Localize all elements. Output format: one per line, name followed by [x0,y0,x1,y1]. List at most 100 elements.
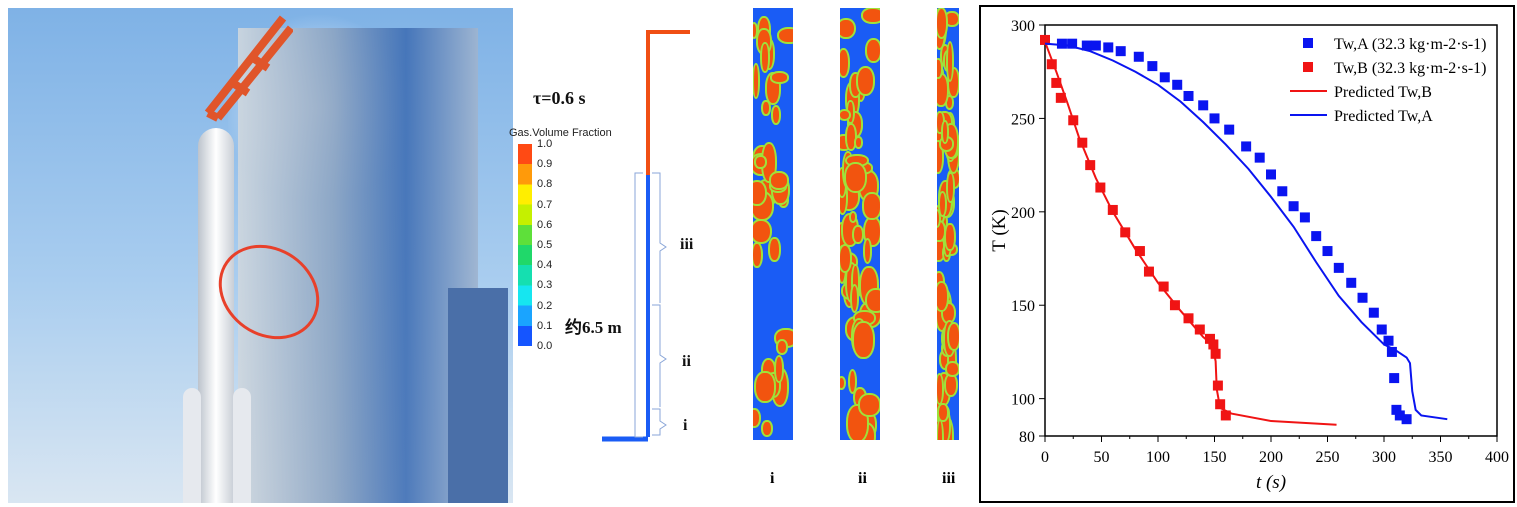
gas-blob [937,299,947,331]
gas-blob [843,214,858,245]
gas-blob [851,285,858,312]
gas-blob [949,343,956,381]
legend-marker-swatch [1303,38,1313,48]
colorbar-title: Gas.Volume Fraction [509,127,612,139]
colorbar-tick: 0.9 [537,158,553,171]
data-point [1254,152,1265,163]
gas-blob [840,378,844,389]
gas-blob [772,107,779,124]
gas-blob [864,240,871,263]
y-axis-label: T (K) [989,209,1010,251]
legend-entry: Tw,A (32.3 kg·m-2·s-1) [1334,36,1486,53]
data-point [1159,72,1170,83]
gas-blob [848,101,853,122]
gas-blob [937,375,943,403]
data-point [1133,51,1144,62]
strip-label-iii: iii [942,470,956,487]
gas-blob [947,42,953,80]
data-point [1056,38,1067,49]
gas-blob [867,39,880,61]
gas-blob [937,272,943,292]
x-tick-label: 100 [1146,449,1170,466]
colorbar-tick: 0.5 [537,239,553,251]
data-point [1172,79,1183,90]
data-point [1322,246,1333,257]
gas-blob [946,224,954,250]
gas-blob [753,23,756,37]
data-point [1208,339,1219,350]
gas-blob [939,404,947,420]
x-tick-label: 300 [1372,449,1396,466]
gas-blob [937,222,944,241]
gas-blob [948,323,959,349]
gas-blob [937,238,945,261]
section-label-ii: ii [682,353,691,370]
gas-blob [764,40,773,68]
tau-label: τ=0.6 s [533,88,586,108]
data-point [1198,100,1209,111]
data-point [1394,410,1405,421]
gas-blob [766,74,779,103]
y-tick-label: 200 [1011,205,1035,222]
data-point [1194,324,1205,335]
section-label-iii: iii [680,236,694,253]
data-point [1368,307,1379,318]
gas-blob [854,227,862,243]
gas-blob [942,303,954,322]
gas-blob [847,155,867,166]
colorbar-tick: 0.2 [537,299,553,312]
gas-blob [864,194,880,218]
data-point [1346,277,1357,288]
y-tick-label: 80 [1019,429,1035,446]
pipe-diagram [602,30,690,442]
gas-blob [848,406,868,440]
colorbar-tick: 0.3 [537,279,553,292]
gas-blob [770,239,779,260]
gas-blob [777,341,786,353]
gas-blob [855,389,866,407]
y-tick-label: 150 [1011,298,1035,315]
gas-blob [847,82,858,116]
gas-blob [761,44,768,71]
gas-blob [945,375,956,396]
series-line [1044,41,1337,426]
data-point [1143,266,1154,277]
data-point [1224,124,1235,135]
gas-blob [840,224,848,261]
legend-entry: Predicted Tw,B [1334,84,1432,101]
gas-blob [763,421,771,436]
x-tick-label: 400 [1485,449,1509,466]
gas-blob [771,72,787,82]
gas-blob [937,207,943,223]
data-point [1288,201,1299,212]
data-point [1220,410,1231,421]
gas-blob [753,220,770,242]
gas-blob [850,212,855,221]
gas-blob [947,174,953,202]
gas-blob [753,243,761,267]
gas-blob [840,135,851,150]
gas-blob [757,29,770,53]
gas-blob [754,65,759,98]
legend-entry: Tw,B (32.3 kg·m-2·s-1) [1334,60,1486,77]
data-point [1147,61,1158,72]
data-point [1357,292,1368,303]
data-point [1183,313,1194,324]
gas-blob [939,181,951,216]
gas-blob [854,323,873,357]
gas-blob [840,181,847,214]
gas-blob [853,265,859,299]
gas-blob [948,170,959,188]
gas-blob [949,69,958,97]
y-tick-label: 250 [1011,111,1035,128]
colorbar-tick: 0.4 [537,259,553,272]
gas-blob [940,216,947,228]
colorbar-tick: 0.1 [537,319,553,332]
flow-strip-ii [840,8,880,440]
data-point [1134,246,1145,257]
gas-blob [939,374,950,404]
gas-blob [939,193,945,216]
rocket-booster [233,388,251,503]
data-point [1081,40,1092,51]
strip-label-ii: ii [858,470,867,487]
